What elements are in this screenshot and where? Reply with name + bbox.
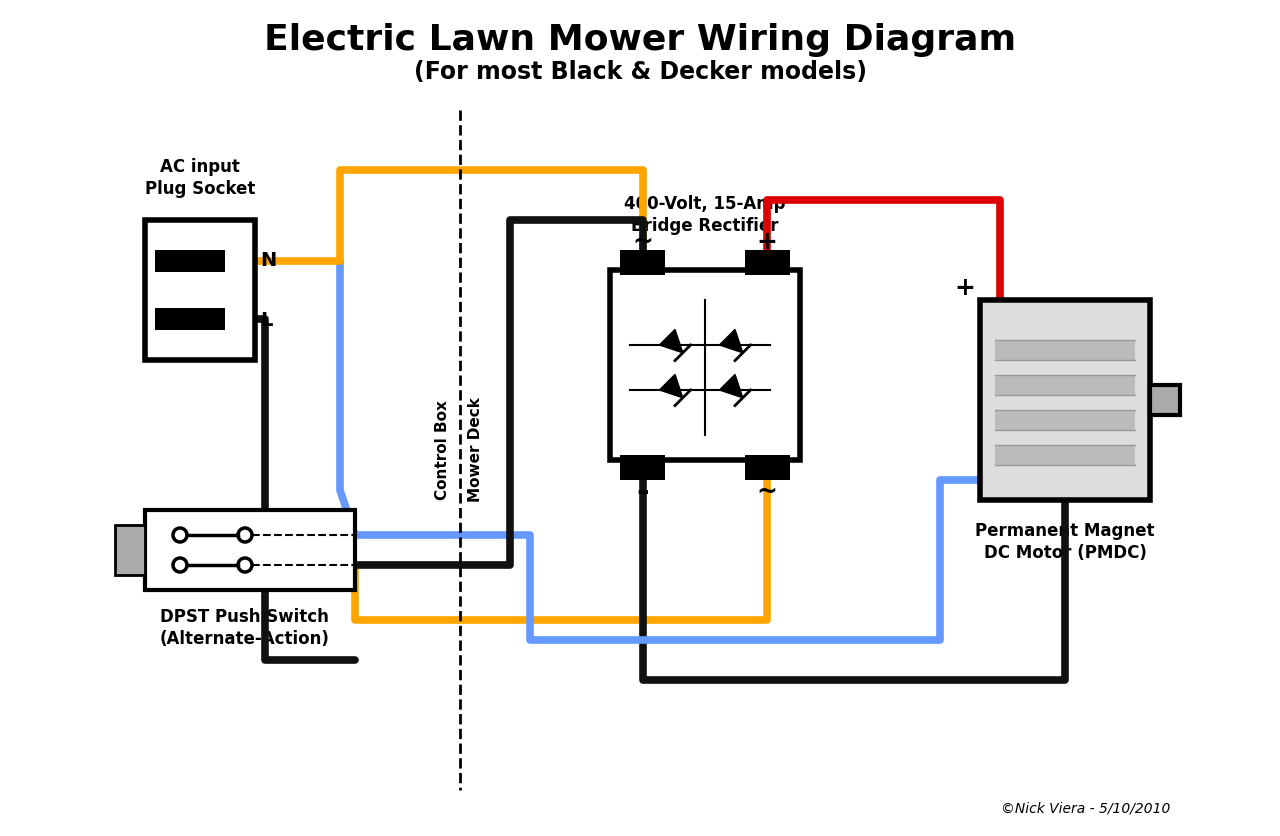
Bar [145, 220, 255, 360]
Polygon shape [719, 375, 742, 398]
Text: ©Nick Viera - 5/10/2010: ©Nick Viera - 5/10/2010 [1001, 801, 1170, 815]
Bar [995, 410, 1135, 430]
Bar [980, 300, 1149, 500]
Polygon shape [659, 329, 682, 353]
Bar [115, 525, 145, 575]
Bar [155, 250, 225, 272]
Bar [995, 375, 1135, 395]
Bar [995, 445, 1135, 465]
Text: AC input
Plug Socket: AC input Plug Socket [145, 158, 255, 198]
Text: +: + [955, 276, 975, 300]
Bar [1149, 385, 1180, 415]
Text: 400-Volt, 15-Amp
Bridge Rectifier: 400-Volt, 15-Amp Bridge Rectifier [625, 195, 786, 235]
Text: L: L [260, 310, 273, 329]
Bar [745, 455, 790, 480]
Bar [145, 510, 355, 590]
Text: Mower Deck: Mower Deck [467, 398, 483, 502]
Bar [620, 250, 666, 275]
Text: -: - [636, 477, 649, 507]
Text: DPST Push Switch
(Alternate-Action): DPST Push Switch (Alternate-Action) [160, 608, 330, 648]
Bar [155, 308, 225, 330]
Bar [611, 270, 800, 460]
Text: N: N [260, 251, 276, 269]
Text: Electric Lawn Mower Wiring Diagram: Electric Lawn Mower Wiring Diagram [264, 23, 1016, 57]
Polygon shape [659, 375, 682, 398]
Text: Permanent Magnet
DC Motor (PMDC): Permanent Magnet DC Motor (PMDC) [975, 522, 1155, 562]
Polygon shape [719, 329, 742, 353]
Bar [995, 340, 1135, 360]
Text: ~: ~ [756, 480, 777, 504]
Text: (For most Black & Decker models): (For most Black & Decker models) [413, 60, 867, 84]
Text: +: + [756, 230, 777, 254]
Bar [745, 250, 790, 275]
Bar [620, 455, 666, 480]
Text: Control Box: Control Box [434, 400, 449, 500]
Text: ~: ~ [632, 230, 653, 254]
